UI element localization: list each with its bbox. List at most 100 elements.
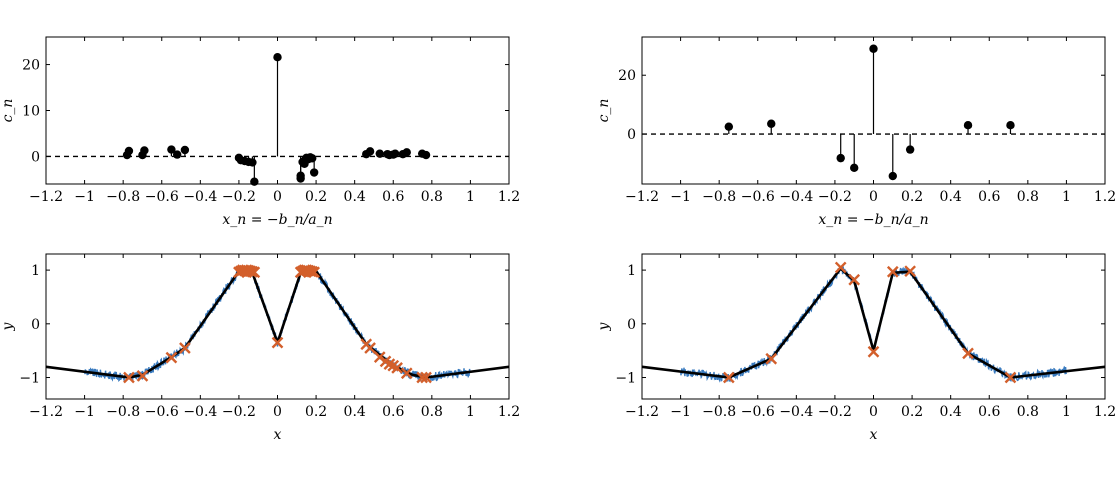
stem-marker bbox=[309, 168, 319, 177]
x-axis-label: x bbox=[870, 427, 878, 443]
y-axis-label: y bbox=[0, 321, 16, 331]
stem-marker bbox=[963, 121, 973, 130]
y-tick-label: 20 bbox=[22, 58, 40, 74]
x-tick-label: 0 bbox=[273, 189, 282, 205]
x-tick-label: −1 bbox=[74, 189, 95, 205]
x-tick-label: 0 bbox=[869, 189, 878, 205]
x-axis-label: x_n = −b_n/a_n bbox=[222, 212, 332, 228]
x-tick-label: 1.2 bbox=[1094, 189, 1116, 205]
stem-marker bbox=[724, 122, 734, 131]
stem-marker bbox=[172, 150, 182, 159]
x-tick-label: −0.8 bbox=[702, 404, 736, 420]
x-tick-label: 0.8 bbox=[421, 404, 443, 420]
stem-marker bbox=[402, 148, 411, 157]
x-tick-label: 0.4 bbox=[940, 189, 962, 205]
breakpoint-marker bbox=[416, 371, 429, 384]
x-tick-label: 0.4 bbox=[344, 404, 366, 420]
breakpoint-marker bbox=[179, 342, 191, 354]
model-line bbox=[45, 268, 510, 379]
breakpoint-marker bbox=[123, 371, 135, 384]
x-tick-label: −0.8 bbox=[106, 189, 140, 205]
stem-marker bbox=[140, 146, 149, 155]
breakpoint-marker bbox=[834, 261, 847, 274]
y-axis-label: y bbox=[596, 321, 612, 331]
breakpoint-marker bbox=[962, 347, 974, 360]
x-tick-label: 1 bbox=[1062, 404, 1071, 420]
x-tick-label: −0.6 bbox=[741, 404, 775, 420]
x-tick-label: −0.4 bbox=[183, 404, 217, 420]
x-tick-label: 1.2 bbox=[498, 189, 520, 205]
x-tick-label: −1.2 bbox=[29, 189, 63, 205]
breakpoint-marker bbox=[904, 265, 917, 278]
breakpoint-marker bbox=[765, 352, 778, 365]
x-tick-label: −0.8 bbox=[106, 404, 140, 420]
x-axis-label: x bbox=[274, 427, 282, 443]
x-tick-label: 0.2 bbox=[901, 404, 923, 420]
stem-marker bbox=[180, 145, 190, 155]
observed-data-series bbox=[83, 264, 471, 382]
breakpoint-marker bbox=[165, 351, 178, 364]
x-tick-label: 0.6 bbox=[382, 189, 404, 205]
panel-1: −1.2 −1 −0.8 −0.6 −0.4 −0.2 0 0.2 0.4 0.6 0.8 1 1.2 0… bbox=[0, 36, 520, 228]
x-tick-label: 0.2 bbox=[901, 189, 923, 205]
x-tick-label: 1 bbox=[466, 189, 475, 205]
x-tick-label: −0.4 bbox=[779, 189, 813, 205]
x-axis-label: x_n = −b_n/a_n bbox=[818, 212, 928, 228]
stem-marker bbox=[375, 149, 384, 158]
y-tick-label: 1 bbox=[627, 263, 636, 279]
stem-marker bbox=[365, 147, 375, 156]
stem-marker bbox=[869, 44, 878, 53]
x-tick-label: 0.8 bbox=[421, 189, 443, 205]
stem-marker bbox=[905, 145, 915, 154]
y-tick-label: −1 bbox=[615, 371, 636, 387]
stem-marker bbox=[248, 158, 257, 167]
stem-marker bbox=[124, 146, 134, 156]
panel-2: −1.2 −1 −0.8 −0.6 −0.4 −0.2 0 0.2 0.4 0.6 0.8 1 1.2 0… bbox=[596, 36, 1116, 228]
y-axis-label: c_n bbox=[596, 99, 612, 123]
x-tick-label: −1.2 bbox=[625, 404, 659, 420]
breakpoint-marker bbox=[1004, 371, 1017, 384]
breakpoint-marker bbox=[848, 273, 861, 286]
x-tick-label: −1 bbox=[74, 404, 95, 420]
x-tick-label: 1 bbox=[1062, 189, 1071, 205]
y-axis-label: c_n bbox=[0, 99, 16, 123]
model-line bbox=[641, 267, 1106, 379]
x-tick-label: −0.8 bbox=[702, 189, 736, 205]
x-tick-label: −1 bbox=[670, 404, 691, 420]
stem-marker bbox=[836, 153, 845, 163]
x-tick-label: 1.2 bbox=[1094, 404, 1116, 420]
breakpoint-marker bbox=[248, 266, 261, 279]
y-tick-label: −1 bbox=[19, 371, 40, 387]
x-tick-label: 0.2 bbox=[305, 189, 327, 205]
stem-marker bbox=[421, 150, 431, 160]
x-tick-label: −1.2 bbox=[625, 189, 659, 205]
x-tick-label: 0.6 bbox=[978, 404, 1000, 420]
stem-marker bbox=[167, 145, 176, 154]
y-tick-label: 0 bbox=[627, 317, 636, 333]
breakpoint-marker bbox=[271, 336, 284, 349]
x-tick-label: −0.2 bbox=[818, 189, 852, 205]
x-tick-label: 0.2 bbox=[305, 404, 327, 420]
x-tick-label: −0.4 bbox=[779, 404, 813, 420]
y-tick-label: 20 bbox=[618, 68, 636, 84]
breakpoint-marker bbox=[391, 362, 403, 374]
breakpoint-marker bbox=[364, 342, 376, 354]
x-tick-label: −0.2 bbox=[222, 404, 256, 420]
stem-marker bbox=[767, 119, 776, 128]
stem-marker bbox=[1006, 121, 1015, 130]
x-tick-label: 0.8 bbox=[1017, 189, 1039, 205]
breakpoint-marker bbox=[400, 367, 413, 380]
stem-marker bbox=[273, 53, 282, 62]
x-tick-label: 0 bbox=[869, 404, 878, 420]
x-tick-label: −1.2 bbox=[29, 404, 63, 420]
x-tick-label: −0.6 bbox=[145, 404, 179, 420]
stem-marker bbox=[850, 163, 859, 173]
x-tick-label: 1 bbox=[466, 404, 475, 420]
y-tick-label: 1 bbox=[31, 263, 40, 279]
x-tick-label: 1.2 bbox=[498, 404, 520, 420]
x-tick-label: −0.6 bbox=[145, 189, 179, 205]
breakpoint-marker bbox=[308, 266, 321, 279]
x-tick-label: 0.6 bbox=[978, 189, 1000, 205]
breakpoint-marker bbox=[420, 371, 432, 384]
x-tick-label: −0.2 bbox=[818, 404, 852, 420]
